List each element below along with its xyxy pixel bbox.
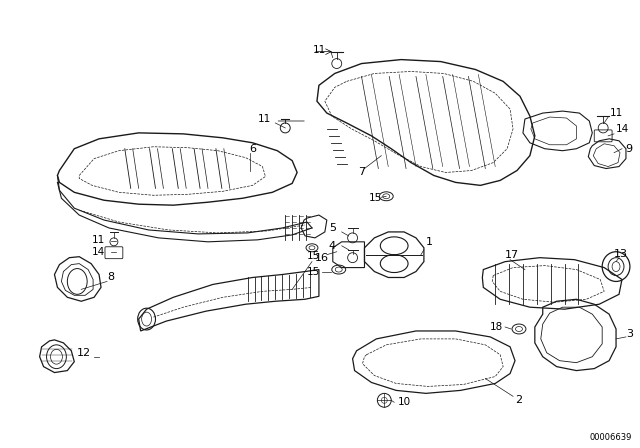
Text: 8: 8 <box>107 272 114 283</box>
Text: 14: 14 <box>92 247 106 257</box>
Text: 5: 5 <box>329 223 336 233</box>
Text: 16: 16 <box>315 253 329 263</box>
Text: 3: 3 <box>626 329 633 339</box>
Text: 9: 9 <box>625 144 632 154</box>
Text: 10: 10 <box>398 397 412 407</box>
Text: 12: 12 <box>77 348 92 358</box>
Text: 11: 11 <box>257 114 271 124</box>
Text: 14: 14 <box>616 124 629 134</box>
Text: 15: 15 <box>307 251 320 261</box>
Text: 4: 4 <box>329 241 336 251</box>
Text: 7: 7 <box>358 168 365 177</box>
Text: 11: 11 <box>313 45 326 55</box>
Text: 15: 15 <box>369 193 381 203</box>
Text: 1: 1 <box>426 237 433 247</box>
Text: 11: 11 <box>610 108 623 118</box>
Text: 13: 13 <box>614 249 628 258</box>
Text: 6: 6 <box>250 144 257 154</box>
Text: 00006639: 00006639 <box>589 433 632 443</box>
Text: 11: 11 <box>92 235 106 245</box>
Text: 18: 18 <box>490 322 504 332</box>
Text: 17: 17 <box>505 250 519 260</box>
Text: 15: 15 <box>307 267 320 276</box>
Text: 2: 2 <box>515 395 522 405</box>
